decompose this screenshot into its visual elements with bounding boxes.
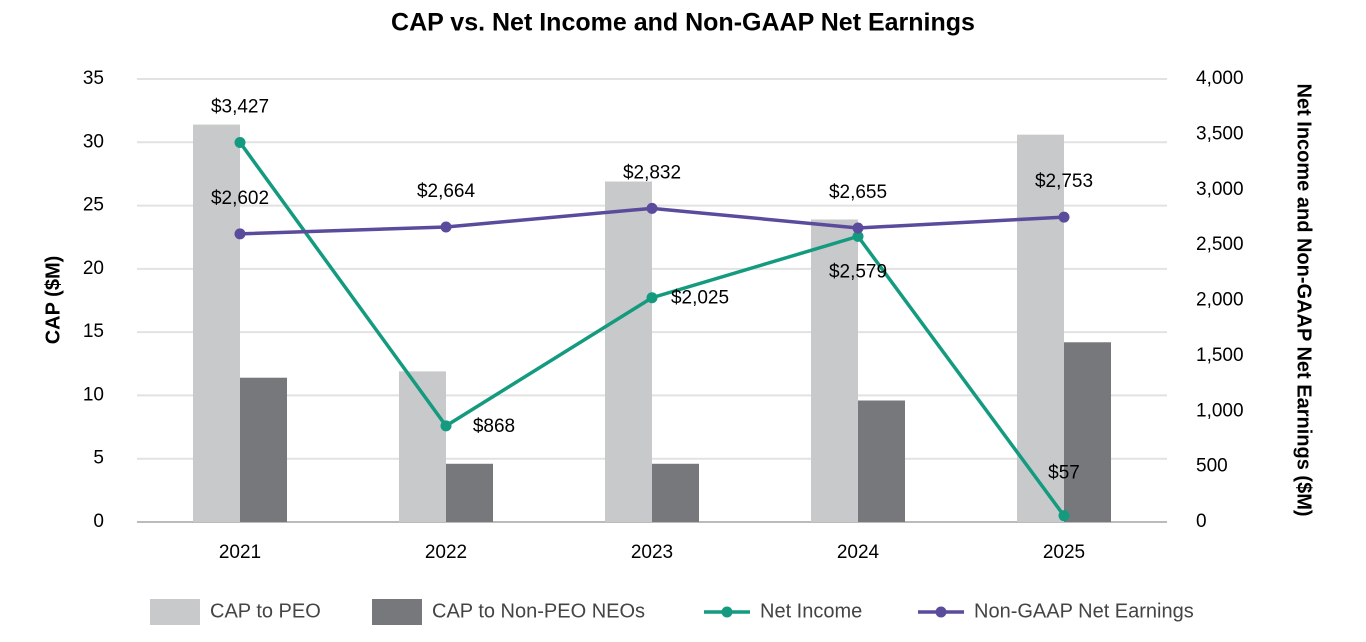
bar xyxy=(193,124,240,523)
value-label: $2,664 xyxy=(417,181,476,202)
x-tick-label: 2021 xyxy=(219,542,261,563)
line-point xyxy=(1058,510,1070,522)
line-point xyxy=(646,292,658,304)
y2-tick-label: 2,500 xyxy=(1196,234,1244,255)
bar xyxy=(652,463,699,522)
value-label: $2,025 xyxy=(671,288,729,309)
bar xyxy=(1017,134,1064,523)
y2-tick-label: 3,500 xyxy=(1196,123,1244,144)
bar xyxy=(858,400,905,522)
line-point xyxy=(1058,211,1070,223)
legend-label: Non-GAAP Net Earnings xyxy=(974,600,1194,622)
y-tick-label: 20 xyxy=(83,258,104,279)
value-label: $2,579 xyxy=(829,261,887,282)
bar xyxy=(1064,342,1111,522)
value-label: $2,602 xyxy=(211,188,269,209)
x-tick-label: 2025 xyxy=(1043,542,1085,563)
value-label: $2,655 xyxy=(829,182,887,203)
y-tick-label: 0 xyxy=(93,511,104,532)
line-point xyxy=(852,230,864,242)
line-point xyxy=(646,202,658,214)
value-label: $2,832 xyxy=(623,162,681,183)
y-tick-label: 35 xyxy=(83,68,104,89)
x-tick-label: 2023 xyxy=(631,542,673,563)
bar xyxy=(446,463,493,522)
value-label: $2,753 xyxy=(1035,171,1093,192)
bar xyxy=(605,181,652,522)
value-label: $57 xyxy=(1048,463,1080,484)
legend-swatch xyxy=(150,599,200,625)
y-tick-label: 5 xyxy=(93,448,104,469)
legend-label: CAP to PEO xyxy=(210,600,321,622)
y-tick-label: 15 xyxy=(83,321,104,342)
bar xyxy=(811,219,858,522)
line-point xyxy=(440,221,452,233)
y-tick-label: 10 xyxy=(83,384,104,405)
chart-title: CAP vs. Net Income and Non-GAAP Net Earn… xyxy=(391,9,975,37)
y2-tick-label: 3,000 xyxy=(1196,179,1244,200)
y2-axis-title: Net Income and Non-GAAP Net Earnings ($M… xyxy=(1293,83,1315,516)
y2-tick-label: 1,500 xyxy=(1196,345,1244,366)
legend-swatch xyxy=(721,606,733,618)
value-label: $3,427 xyxy=(211,96,269,117)
x-tick-label: 2022 xyxy=(425,542,467,563)
legend-label: Net Income xyxy=(760,600,862,622)
legend-swatch xyxy=(372,599,422,625)
y2-tick-label: 0 xyxy=(1196,511,1207,532)
line-point xyxy=(440,420,452,432)
y2-tick-label: 4,000 xyxy=(1196,68,1244,89)
y2-tick-label: 1,000 xyxy=(1196,400,1244,421)
legend-swatch xyxy=(935,606,947,618)
x-tick-label: 2024 xyxy=(837,542,880,563)
line-point xyxy=(852,222,864,234)
y-tick-label: 25 xyxy=(83,195,104,216)
y-tick-label: 30 xyxy=(83,131,104,152)
bar xyxy=(240,377,287,522)
line-point xyxy=(234,136,246,148)
y-axis-title: CAP ($M) xyxy=(42,256,64,345)
y2-tick-label: 500 xyxy=(1196,456,1228,477)
legend-label: CAP to Non-PEO NEOs xyxy=(432,600,645,622)
y2-tick-label: 2,000 xyxy=(1196,290,1244,311)
line-point xyxy=(234,228,246,240)
value-label: $868 xyxy=(473,416,515,437)
